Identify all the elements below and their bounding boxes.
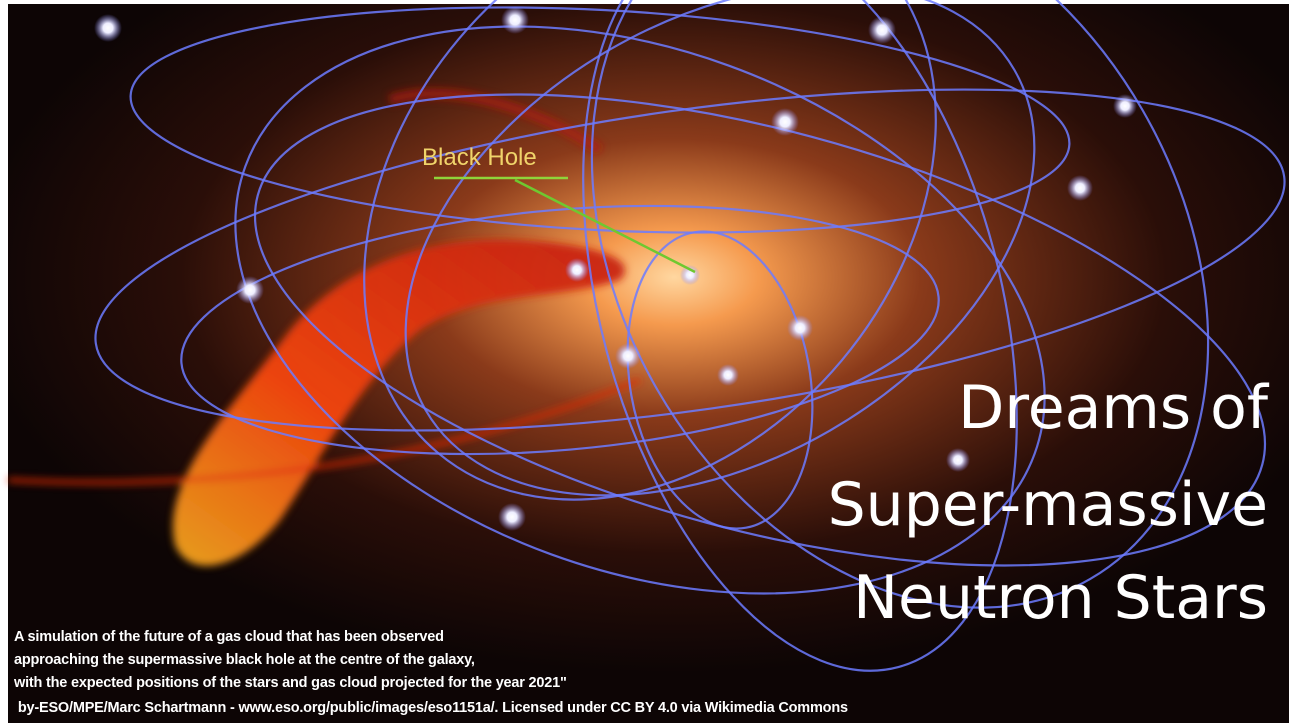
caption-line: approaching the supermassive black hole … — [14, 652, 475, 668]
picture: Black Hole Dreams of Super-massive Neutr… — [0, 0, 1289, 723]
title-line: Super-massive — [828, 470, 1268, 540]
title-line: Dreams of — [958, 373, 1270, 443]
caption-line: A simulation of the future of a gas clou… — [14, 629, 444, 645]
black-hole-label: Black Hole — [422, 144, 537, 171]
caption-line: by-ESO/MPE/Marc Schartmann - www.eso.org… — [14, 700, 848, 716]
title-line: Neutron Stars — [853, 563, 1268, 633]
caption-line: with the expected positions of the stars… — [13, 675, 567, 691]
